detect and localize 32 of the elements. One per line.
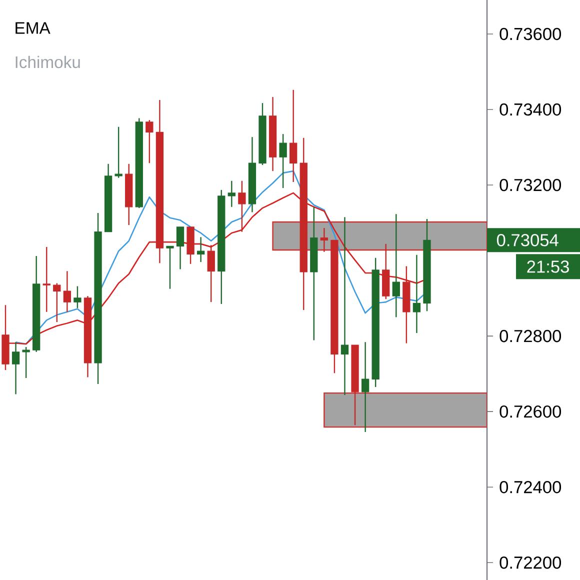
candlestick (22, 346, 30, 379)
candlestick (146, 119, 154, 164)
text: 21:53 (527, 260, 569, 273)
candlestick (361, 342, 370, 433)
candlestick (166, 246, 174, 290)
candlestick (114, 126, 122, 178)
y-tick-label: 0.72200 (500, 556, 562, 569)
y-tick-label: 0.73200 (500, 178, 562, 192)
y-tick-label: 0.72400 (500, 480, 562, 494)
candlestick (12, 342, 20, 395)
candlestick (228, 180, 236, 208)
candlestick (176, 226, 184, 270)
y-tick-label: 0.73400 (500, 103, 562, 116)
candlestick (279, 133, 287, 189)
candlestick (196, 236, 205, 263)
candlestick (238, 180, 246, 232)
candlestick (42, 246, 50, 312)
y-tick-label: 0.73600 (500, 28, 562, 40)
candlestick (53, 282, 61, 323)
candlestick (412, 254, 421, 334)
y-tick-label: 0.72600 (500, 405, 562, 418)
candlestick (63, 270, 72, 312)
annotation: Ichimoku (16, 56, 80, 68)
y-tick-label: 0.72800 (500, 330, 562, 342)
candlestick (74, 286, 82, 309)
text: 0.73054 (496, 234, 558, 246)
candlestick (392, 213, 400, 318)
annotation: EMA (16, 22, 50, 34)
candlestick (320, 227, 328, 252)
candlestick (207, 244, 215, 303)
candlestick (290, 89, 298, 183)
candlestick (340, 216, 349, 396)
